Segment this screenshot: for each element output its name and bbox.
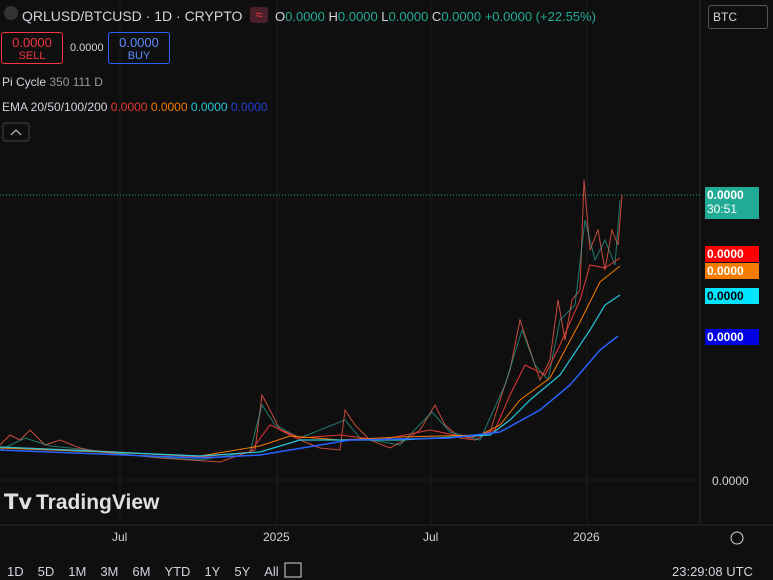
currency[interactable]: BTC: [708, 5, 768, 29]
ema-label: 0.0000: [705, 263, 759, 279]
range-button[interactable]: 3M: [100, 564, 119, 579]
sell-button[interactable]: 0.0000 SELL: [1, 32, 63, 64]
logo[interactable]: 𝗧𝘃 TradingView: [4, 491, 160, 514]
logo-text: TradingView: [36, 491, 160, 514]
range-button[interactable]: 1Y: [204, 564, 221, 579]
buy-price: 0.0000: [119, 35, 159, 50]
price-tick: 0.0000: [712, 474, 749, 488]
ema-label: 0.0000: [705, 288, 759, 304]
time-tick: 2026: [573, 530, 600, 544]
buy-label: BUY: [127, 50, 151, 62]
grid: [0, 0, 700, 525]
spread: 0.0000: [70, 42, 104, 54]
buy-button[interactable]: 0.0000 BUY: [108, 32, 170, 64]
ohlc-key: O: [275, 9, 286, 24]
change: +0.0000 (+22.55%): [484, 9, 597, 24]
ohlc-value: 0.0000: [441, 9, 482, 24]
range-button[interactable]: 1D: [7, 564, 24, 579]
indicator-params: 350 111 D: [49, 75, 103, 89]
ema-label: 0.0000: [705, 246, 759, 262]
ohlc-value: 0.0000: [337, 9, 378, 24]
last-price: 0.0000: [707, 188, 744, 202]
indicator[interactable]: EMA 20/50/100/200 0.0000 0.0000 0.0000 0…: [2, 100, 268, 114]
range-button[interactable]: 5D: [37, 564, 55, 579]
ohlc-value: 0.0000: [285, 9, 325, 24]
sell-price: 0.0000: [12, 35, 52, 50]
indicator-name: EMA 20/50/100/200: [2, 100, 108, 114]
ohlc-key: L: [381, 9, 389, 24]
ema-value: 0.0000: [230, 100, 268, 114]
last-price-label: 0.0000 30:51: [705, 187, 759, 219]
range-button[interactable]: 5Y: [234, 564, 251, 579]
range-bar: 1D 5D 1M 3M 6M YTD 1Y 5Y All: [7, 564, 293, 579]
countdown: 30:51: [707, 202, 738, 216]
ohlc-key: C: [431, 9, 442, 24]
ema-value: 0.0000: [190, 100, 228, 114]
symbol[interactable]: QRLUSD/BTCUSD · 1D · CRYPTO: [22, 8, 243, 24]
time-tick: Jul: [112, 530, 128, 544]
price: [0, 179, 623, 463]
indicator-name: Pi Cycle: [2, 75, 47, 89]
range-button[interactable]: YTD: [164, 564, 191, 579]
time-tick: Jul: [423, 530, 439, 544]
ohlc-value: 0.0000: [388, 9, 429, 24]
ema-value: 0.0000: [110, 100, 148, 114]
range-button[interactable]: 6M: [132, 564, 151, 579]
ema-label: 0.0000: [705, 329, 759, 345]
indicator[interactable]: Pi Cycle 350 111 D: [2, 75, 103, 89]
ema-value: 0.0000: [150, 100, 188, 114]
time-tick: 2025: [263, 530, 290, 544]
sell-label: SELL: [18, 50, 46, 62]
ohlc: O0.0000 H0.0000 L0.0000 C0.0000 +0.0000 …: [275, 9, 596, 24]
clock: 23:29:08 UTC: [672, 564, 753, 579]
range-button[interactable]: All: [264, 564, 279, 579]
range-button[interactable]: 1M: [68, 564, 87, 579]
ohlc-key: H: [328, 9, 338, 24]
